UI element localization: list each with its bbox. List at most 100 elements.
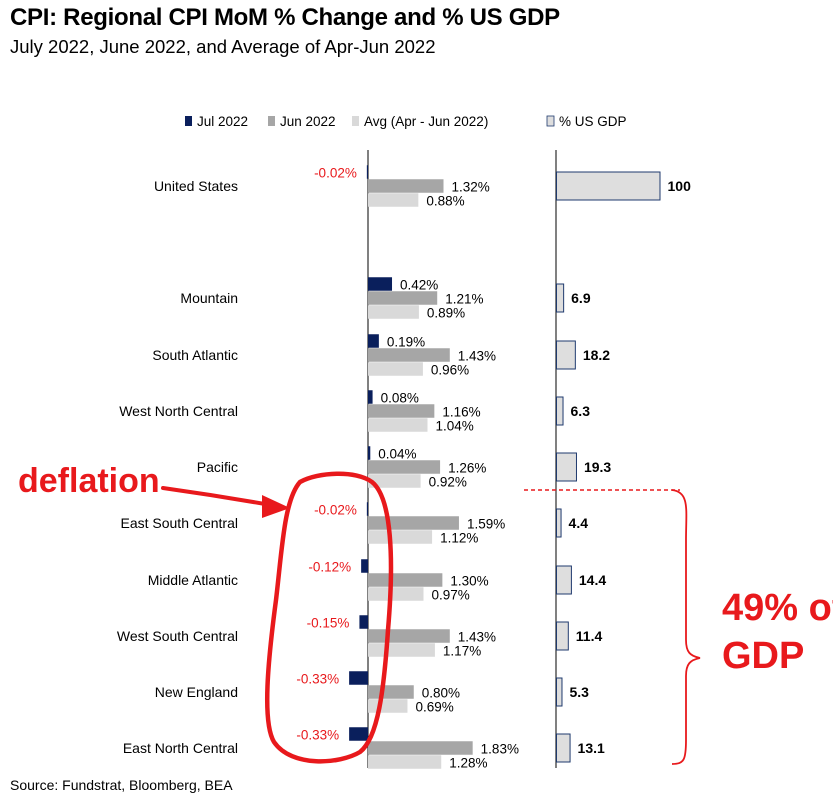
data-label-jul-2022-united-states: -0.02% xyxy=(314,165,357,180)
data-label-gdp-new-england: 5.3 xyxy=(569,684,589,700)
bar-avg-apr-jun-2022-east-north-central xyxy=(368,755,442,769)
data-label-jun-2022-middle-atlantic: 1.30% xyxy=(450,573,488,588)
chart-subtitle: July 2022, June 2022, and Average of Apr… xyxy=(10,36,436,57)
annotation-deflation-circle xyxy=(264,471,394,764)
legend-label-avg-apr-jun-2022: Avg (Apr - Jun 2022) xyxy=(364,114,488,129)
data-label-gdp-pacific: 19.3 xyxy=(584,459,611,475)
annotation-brace xyxy=(671,489,701,765)
category-label-new-england: New England xyxy=(155,684,238,700)
data-label-jun-2022-new-england: 0.80% xyxy=(422,685,460,700)
bar-jul-2022-west-south-central xyxy=(359,615,368,629)
bar-gdp-new-england xyxy=(556,677,563,707)
data-label-gdp-middle-atlantic: 14.4 xyxy=(579,572,606,588)
data-label-jul-2022-new-england: -0.33% xyxy=(296,671,339,686)
data-label-avg-apr-jun-2022-east-north-central: 1.28% xyxy=(449,755,487,770)
bar-jun-2022-south-atlantic xyxy=(368,348,450,362)
category-label-mountain: Mountain xyxy=(180,290,238,306)
category-label-united-states: United States xyxy=(154,178,238,194)
data-label-jun-2022-west-north-central: 1.16% xyxy=(442,404,480,419)
annotation-deflation-arrow xyxy=(161,486,278,508)
bar-jul-2022-united-states xyxy=(366,165,368,179)
category-label-middle-atlantic: Middle Atlantic xyxy=(148,572,238,588)
bar-jul-2022-middle-atlantic xyxy=(361,559,368,573)
data-label-jun-2022-east-north-central: 1.83% xyxy=(481,741,519,756)
data-label-gdp-west-south-central: 11.4 xyxy=(576,628,603,644)
bar-avg-apr-jun-2022-mountain xyxy=(368,305,419,319)
bar-jul-2022-new-england xyxy=(349,671,368,685)
category-label-east-north-central: East North Central xyxy=(123,740,238,756)
data-label-gdp-east-south-central: 4.4 xyxy=(569,515,589,531)
legend-swatch-us-gdp xyxy=(546,115,555,127)
bar-gdp-pacific xyxy=(556,452,577,482)
data-label-jul-2022-pacific: 0.04% xyxy=(378,446,416,461)
data-label-jul-2022-east-south-central: -0.02% xyxy=(314,502,357,517)
annotation-arrow-head xyxy=(262,495,290,518)
data-label-avg-apr-jun-2022-west-north-central: 1.04% xyxy=(435,418,473,433)
bar-jun-2022-middle-atlantic xyxy=(368,573,443,587)
legend-label-jul-2022: Jul 2022 xyxy=(197,114,248,129)
data-label-avg-apr-jun-2022-united-states: 0.88% xyxy=(426,193,464,208)
bar-jun-2022-pacific xyxy=(368,460,441,474)
bar-jun-2022-mountain xyxy=(368,291,438,305)
bar-jun-2022-united-states xyxy=(368,179,444,193)
data-label-avg-apr-jun-2022-pacific: 0.92% xyxy=(429,474,467,489)
data-label-avg-apr-jun-2022-east-south-central: 1.12% xyxy=(440,530,478,545)
bar-jun-2022-new-england xyxy=(368,685,414,699)
data-label-jul-2022-south-atlantic: 0.19% xyxy=(387,334,425,349)
data-label-avg-apr-jun-2022-middle-atlantic: 0.97% xyxy=(431,587,469,602)
bar-gdp-east-south-central xyxy=(556,508,562,538)
chart-title: CPI: Regional CPI MoM % Change and % US … xyxy=(10,4,560,31)
data-label-jun-2022-west-south-central: 1.43% xyxy=(458,629,496,644)
bar-avg-apr-jun-2022-west-north-central xyxy=(368,418,428,432)
category-label-south-atlantic: South Atlantic xyxy=(152,347,238,363)
bar-avg-apr-jun-2022-united-states xyxy=(368,193,419,207)
data-label-jul-2022-west-north-central: 0.08% xyxy=(381,390,419,405)
bar-gdp-south-atlantic xyxy=(556,340,576,370)
data-label-gdp-mountain: 6.9 xyxy=(571,290,591,306)
source-note: Source: Fundstrat, Bloomberg, BEA xyxy=(10,777,233,793)
legend-label-jun-2022: Jun 2022 xyxy=(280,114,336,129)
legend-swatch-jul-2022 xyxy=(185,116,192,126)
bar-avg-apr-jun-2022-pacific xyxy=(368,474,421,488)
bar-gdp-west-north-central xyxy=(556,396,564,426)
data-label-jul-2022-middle-atlantic: -0.12% xyxy=(308,559,351,574)
bar-gdp-mountain xyxy=(556,283,565,313)
bar-jul-2022-pacific xyxy=(368,446,371,460)
annotation-deflation-text: deflation xyxy=(18,462,160,500)
data-label-avg-apr-jun-2022-mountain: 0.89% xyxy=(427,305,465,320)
data-label-jun-2022-mountain: 1.21% xyxy=(445,291,483,306)
bar-jun-2022-east-north-central xyxy=(368,741,473,755)
annotation-gdp-share-line1: 49% of xyxy=(722,587,833,629)
bar-avg-apr-jun-2022-new-england xyxy=(368,699,408,713)
data-label-avg-apr-jun-2022-new-england: 0.69% xyxy=(415,699,453,714)
bar-jul-2022-west-north-central xyxy=(368,390,373,404)
data-label-gdp-west-north-central: 6.3 xyxy=(571,403,591,419)
data-label-jun-2022-south-atlantic: 1.43% xyxy=(458,348,496,363)
data-label-jun-2022-pacific: 1.26% xyxy=(448,460,486,475)
bar-jul-2022-south-atlantic xyxy=(368,334,379,348)
bar-avg-apr-jun-2022-east-south-central xyxy=(368,530,433,544)
bar-avg-apr-jun-2022-middle-atlantic xyxy=(368,587,424,601)
data-label-jun-2022-east-south-central: 1.59% xyxy=(467,516,505,531)
bar-jun-2022-west-south-central xyxy=(368,629,450,643)
annotation-gdp-share-line2: GDP xyxy=(722,635,804,677)
data-label-jun-2022-united-states: 1.32% xyxy=(452,179,490,194)
bar-jun-2022-west-north-central xyxy=(368,404,435,418)
bar-jun-2022-east-south-central xyxy=(368,516,459,530)
data-label-jul-2022-mountain: 0.42% xyxy=(400,277,438,292)
bar-avg-apr-jun-2022-south-atlantic xyxy=(368,362,423,376)
data-label-avg-apr-jun-2022-south-atlantic: 0.96% xyxy=(431,362,469,377)
bar-jul-2022-east-south-central xyxy=(366,502,368,516)
data-label-jul-2022-east-north-central: -0.33% xyxy=(296,727,339,742)
data-label-gdp-united-states: 100 xyxy=(668,178,692,194)
bar-avg-apr-jun-2022-west-south-central xyxy=(368,643,435,657)
legend-swatch-avg-apr-jun-2022 xyxy=(352,116,359,126)
data-label-gdp-east-north-central: 13.1 xyxy=(578,740,605,756)
bar-gdp-united-states xyxy=(556,171,661,201)
category-label-east-south-central: East South Central xyxy=(120,515,238,531)
category-label-west-south-central: West South Central xyxy=(117,628,238,644)
legend-label-us-gdp: % US GDP xyxy=(559,114,627,129)
data-label-avg-apr-jun-2022-west-south-central: 1.17% xyxy=(443,643,481,658)
bar-gdp-middle-atlantic xyxy=(556,565,572,595)
data-label-jul-2022-west-south-central: -0.15% xyxy=(307,615,350,630)
